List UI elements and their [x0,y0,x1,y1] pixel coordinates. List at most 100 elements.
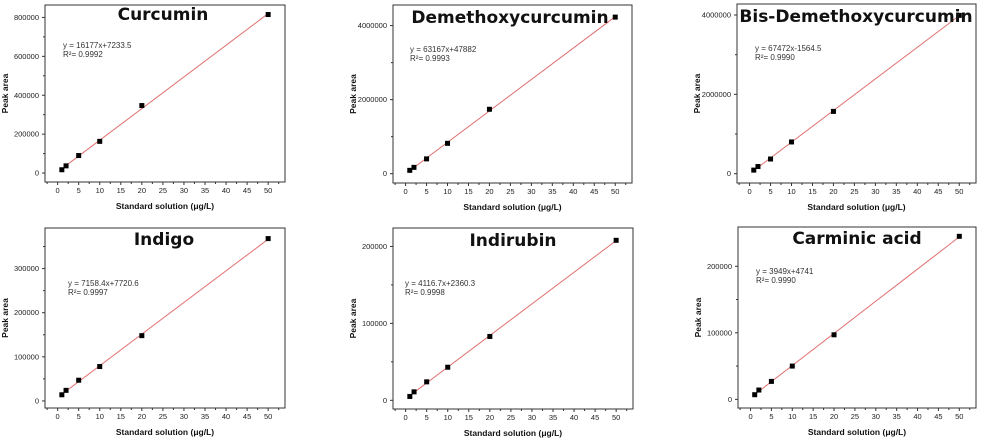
chart-panel-5: 0 5 10 15 20 25 30 35 40 45 50 0 100000 200000 Standar… [348,227,634,438]
x-tick-label: 0 [403,187,407,196]
chart-panel-1: 0 5 10 15 20 25 30 35 40 45 50 0 200000 400000 600000 8… [0,4,286,211]
x-tick-label: 40 [569,187,577,196]
x-tick-label: 50 [264,186,272,195]
chart-panel-6: 0 5 10 15 20 25 30 35 40 45 50 0 100000 200000 Standar… [693,226,977,437]
x-tick-label: 5 [77,186,81,195]
data-point [831,332,837,338]
x-tick-label: 30 [180,412,188,421]
x-tick-label: 15 [808,187,816,196]
data-point [756,387,762,393]
regression-equation: y = 3949x+4741 [756,267,814,276]
x-tick-label: 35 [892,412,900,421]
x-tick-label: 35 [201,186,209,195]
x-tick-label: 35 [892,187,900,196]
chart-title: Bis-Demethoxycurcumin [739,7,972,27]
x-tick-label: 5 [768,187,772,196]
y-tick-label: 100000 [14,352,39,361]
x-tick-label: 0 [747,187,751,196]
chart-title: Demethoxycurcumin [411,8,608,28]
x-tick-label: 50 [611,187,619,196]
data-point [768,156,774,162]
x-tick-label: 50 [955,412,963,421]
x-tick-label: 5 [77,412,81,421]
data-point [76,377,82,383]
x-tick-label: 40 [913,412,921,421]
x-tick-label: 35 [548,187,556,196]
x-tick-label: 50 [264,412,272,421]
y-tick-label: 100000 [362,319,387,328]
x-tick-label: 0 [404,413,408,422]
r-squared: R²= 0.9992 [63,50,103,59]
x-axis-title: Standard solution (μg/L) [116,427,214,437]
x-tick-label: 25 [851,412,859,421]
y-axis-title: Peak area [693,297,703,337]
x-axis-title: Standard solution (μg/L) [463,202,561,212]
x-axis-title: Standard solution (μg/L) [808,427,906,437]
y-axis-title: Peak area [348,74,358,114]
fit-line [64,13,269,168]
x-tick-label: 20 [486,413,494,422]
data-point [755,164,761,170]
data-point [265,236,271,242]
data-point [830,108,836,114]
x-tick-label: 0 [56,186,60,195]
data-point [139,333,145,339]
data-point [487,333,493,339]
x-tick-label: 20 [138,412,146,421]
chart-title: Carminic acid [792,229,921,249]
y-tick-label: 0 [727,169,731,178]
x-tick-label: 10 [96,186,104,195]
y-tick-label: 600000 [14,52,39,61]
y-tick-label: 0 [383,396,387,405]
x-tick-label: 10 [788,412,796,421]
y-tick-label: 4000000 [702,10,731,19]
regression-equation: y = 63167x+47882 [410,45,477,54]
plot-frame [736,3,977,184]
data-point [486,106,492,112]
data-point [76,153,82,159]
x-tick-label: 30 [180,186,188,195]
data-point [139,103,145,109]
data-point [265,12,271,18]
x-tick-label: 5 [425,413,429,422]
y-axis-title: Peak area [0,73,10,113]
x-tick-label: 45 [590,187,598,196]
fit-line [756,236,960,393]
x-tick-label: 15 [465,413,473,422]
data-point [751,167,757,173]
x-tick-label: 25 [159,412,167,421]
y-tick-label: 100000 [707,328,732,337]
x-tick-label: 45 [934,412,942,421]
chart-panel-4: 0 5 10 15 20 25 30 35 40 45 50 0 100000 200000 300000 S… [0,227,286,437]
y-tick-label: 0 [35,169,39,178]
x-tick-label: 25 [507,413,515,422]
x-tick-label: 30 [527,187,535,196]
chart-title: Indigo [134,230,194,250]
chart-panel-3: 0 5 10 15 20 25 30 35 40 45 50 0 2000000 4000000 Stand… [692,3,977,212]
plot-frame [392,4,633,184]
y-tick-label: 300000 [14,264,39,273]
x-tick-label: 45 [243,412,251,421]
y-tick-label: 4000000 [358,21,387,30]
x-tick-label: 45 [934,187,942,196]
data-point [956,233,962,239]
data-point [411,164,417,170]
x-tick-label: 15 [117,186,125,195]
data-point [612,14,618,20]
fit-line [412,240,617,395]
chart-panel-2: 0 5 10 15 20 25 30 35 40 45 50 0 2000000 4000000 Stand… [348,4,633,212]
x-tick-label: 25 [506,187,514,196]
x-axis-title: Standard solution (μg/L) [116,201,214,211]
x-tick-label: 10 [444,413,452,422]
x-tick-label: 15 [117,412,125,421]
chart-title: Indirubin [469,231,556,251]
data-point [411,389,417,395]
x-tick-label: 25 [159,186,167,195]
y-tick-label: 2000000 [702,90,731,99]
plot-frame [737,226,977,409]
x-tick-label: 45 [243,186,251,195]
x-tick-label: 5 [424,187,428,196]
x-tick-label: 40 [222,186,230,195]
